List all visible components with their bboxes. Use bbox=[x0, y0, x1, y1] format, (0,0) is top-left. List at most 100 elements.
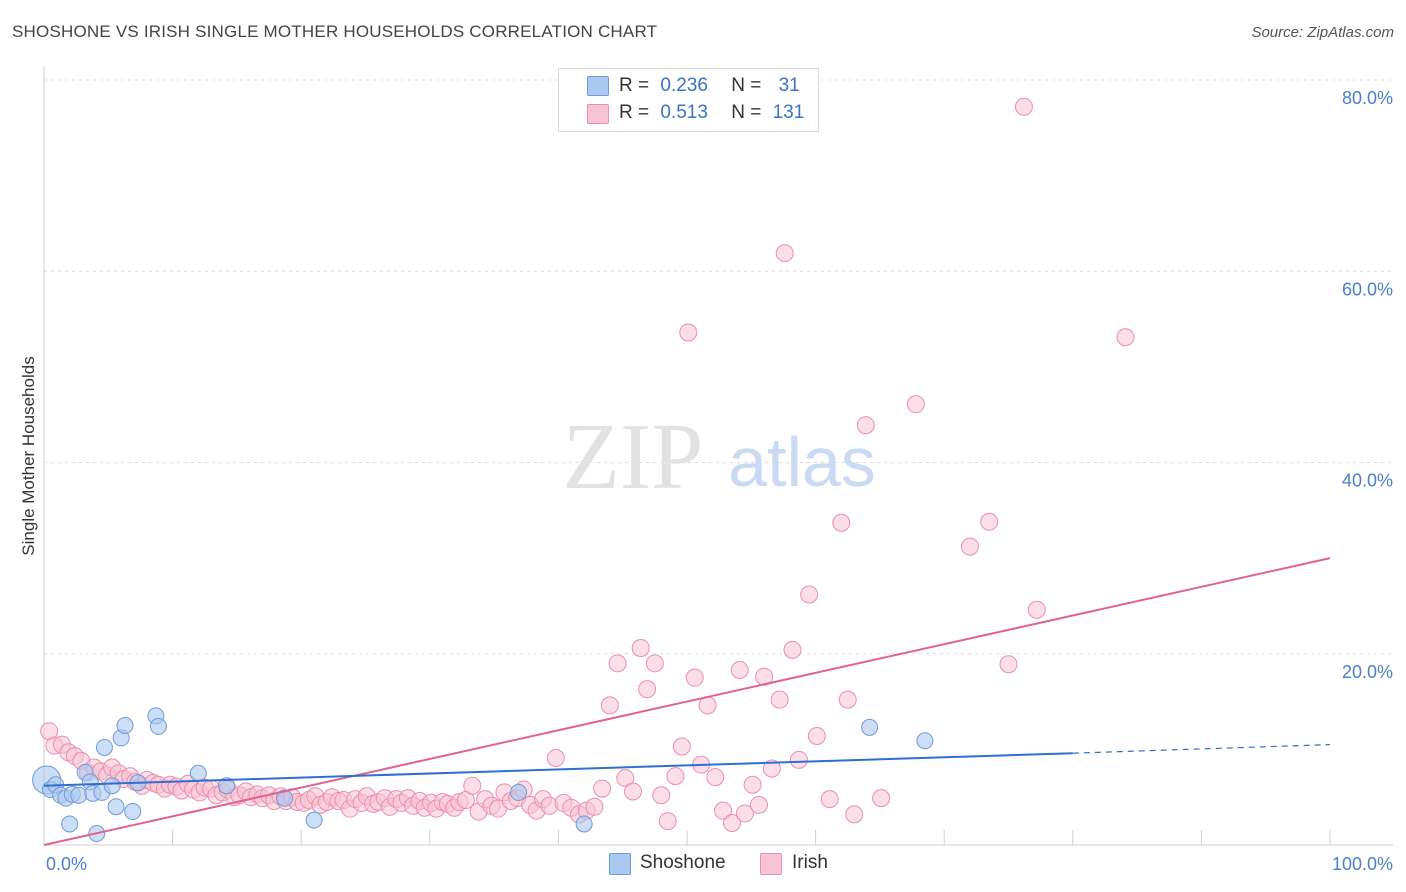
shoshone-r-value: 0.236 bbox=[660, 75, 708, 96]
shoshone-legend-label: Shoshone bbox=[640, 852, 726, 873]
shoshone-point bbox=[861, 718, 879, 736]
irish-point bbox=[770, 690, 789, 709]
irish-point bbox=[685, 668, 704, 687]
shoshone-point bbox=[95, 738, 113, 756]
irish-point bbox=[789, 750, 808, 769]
irish-point bbox=[666, 767, 685, 786]
chart-title: SHOSHONE VS IRISH SINGLE MOTHER HOUSEHOL… bbox=[12, 22, 658, 41]
x-tick-label-max: 100.0% bbox=[1332, 854, 1393, 874]
irish-point bbox=[645, 654, 664, 673]
shoshone-point bbox=[275, 789, 293, 807]
irish-point bbox=[1014, 97, 1033, 116]
irish-point bbox=[546, 748, 565, 767]
shoshone-point bbox=[305, 811, 323, 829]
irish-point bbox=[679, 323, 698, 342]
irish-legend-swatch bbox=[760, 853, 782, 875]
irish-point bbox=[631, 639, 650, 658]
shoshone-n-label: N = bbox=[731, 75, 762, 96]
irish-legend-label: Irish bbox=[792, 852, 828, 873]
y-tick-label: 20.0% bbox=[1342, 662, 1393, 682]
irish-point bbox=[743, 775, 762, 794]
y-axis-label: Single Mother Households bbox=[19, 356, 38, 555]
shoshone-point bbox=[575, 815, 593, 833]
irish-point bbox=[807, 726, 826, 745]
irish-point bbox=[706, 768, 725, 787]
irish-point bbox=[1116, 328, 1135, 347]
irish-point bbox=[623, 782, 642, 801]
irish-point bbox=[856, 416, 875, 435]
irish-point bbox=[714, 801, 733, 820]
irish-point bbox=[585, 797, 604, 816]
irish-point bbox=[999, 655, 1018, 674]
source-label: Source: ZipAtlas.com bbox=[1251, 24, 1394, 41]
y-tick-label: 40.0% bbox=[1342, 471, 1393, 491]
irish-point bbox=[638, 680, 657, 699]
irish-r-value: 0.513 bbox=[660, 102, 708, 123]
irish-legend-row: R = 0.513 N = 131 bbox=[619, 102, 804, 126]
shoshone-point bbox=[124, 803, 142, 821]
irish-point bbox=[750, 795, 769, 814]
irish-point bbox=[593, 779, 612, 798]
irish-trend-line bbox=[43, 557, 1331, 846]
irish-swatch bbox=[587, 104, 609, 124]
irish-point bbox=[608, 654, 627, 673]
tick-labels: 20.0% 40.0% 60.0% 80.0% 0.0% 100.0% bbox=[46, 88, 1393, 874]
irish-point bbox=[838, 690, 857, 709]
shoshone-point bbox=[510, 783, 528, 801]
irish-point bbox=[820, 790, 839, 809]
shoshone-legend-row: R = 0.236 N = 31 bbox=[619, 75, 800, 99]
irish-n-value: 131 bbox=[772, 102, 805, 123]
shoshone-point bbox=[103, 777, 121, 795]
irish-point bbox=[762, 759, 781, 778]
shoshone-r-label: R = bbox=[619, 75, 650, 96]
irish-point bbox=[652, 786, 671, 805]
irish-point bbox=[1027, 600, 1046, 619]
gridlines bbox=[44, 79, 1393, 655]
shoshone-n-value: 31 bbox=[778, 75, 800, 96]
irish-point bbox=[730, 661, 749, 680]
irish-point bbox=[616, 769, 635, 788]
irish-point bbox=[872, 789, 891, 808]
irish-points bbox=[40, 97, 1135, 833]
trend-lines bbox=[43, 557, 1331, 846]
watermark: ZIP atlas bbox=[563, 405, 876, 509]
irish-point bbox=[800, 585, 819, 604]
shoshone-point bbox=[189, 764, 207, 782]
irish-point bbox=[775, 244, 794, 263]
irish-point bbox=[463, 776, 482, 795]
shoshone-point bbox=[107, 798, 125, 816]
shoshone-point bbox=[70, 786, 88, 804]
x-tick-label-min: 0.0% bbox=[46, 854, 87, 874]
irish-point bbox=[698, 696, 717, 715]
irish-point bbox=[672, 737, 691, 756]
shoshone-point bbox=[116, 716, 134, 734]
y-tick-label: 80.0% bbox=[1342, 88, 1393, 108]
shoshone-point bbox=[218, 777, 236, 795]
irish-r-label: R = bbox=[619, 102, 650, 123]
irish-point bbox=[832, 513, 851, 532]
shoshone-point bbox=[916, 732, 934, 750]
irish-point bbox=[980, 512, 999, 531]
watermark-atlas: atlas bbox=[728, 423, 876, 501]
shoshone-point bbox=[61, 815, 79, 833]
irish-point bbox=[723, 814, 742, 833]
shoshone-trend-line bbox=[43, 752, 1073, 787]
correlation-legend: R = 0.236 N = 31 R = 0.513 N = 131 bbox=[558, 68, 819, 132]
irish-point bbox=[735, 804, 754, 823]
irish-point bbox=[960, 537, 979, 556]
axes bbox=[43, 66, 1393, 846]
shoshone-points bbox=[32, 707, 934, 843]
irish-n-label: N = bbox=[731, 102, 762, 123]
shoshone-swatch bbox=[587, 76, 609, 96]
irish-point bbox=[906, 395, 925, 414]
shoshone-trend-extension bbox=[1072, 743, 1331, 754]
watermark-zip: ZIP bbox=[563, 405, 704, 509]
irish-point bbox=[783, 640, 802, 659]
irish-point bbox=[658, 812, 677, 831]
y-tick-label: 60.0% bbox=[1342, 279, 1393, 299]
shoshone-legend-swatch bbox=[609, 853, 631, 875]
irish-point bbox=[600, 696, 619, 715]
shoshone-point bbox=[149, 717, 167, 735]
irish-point bbox=[845, 805, 864, 824]
